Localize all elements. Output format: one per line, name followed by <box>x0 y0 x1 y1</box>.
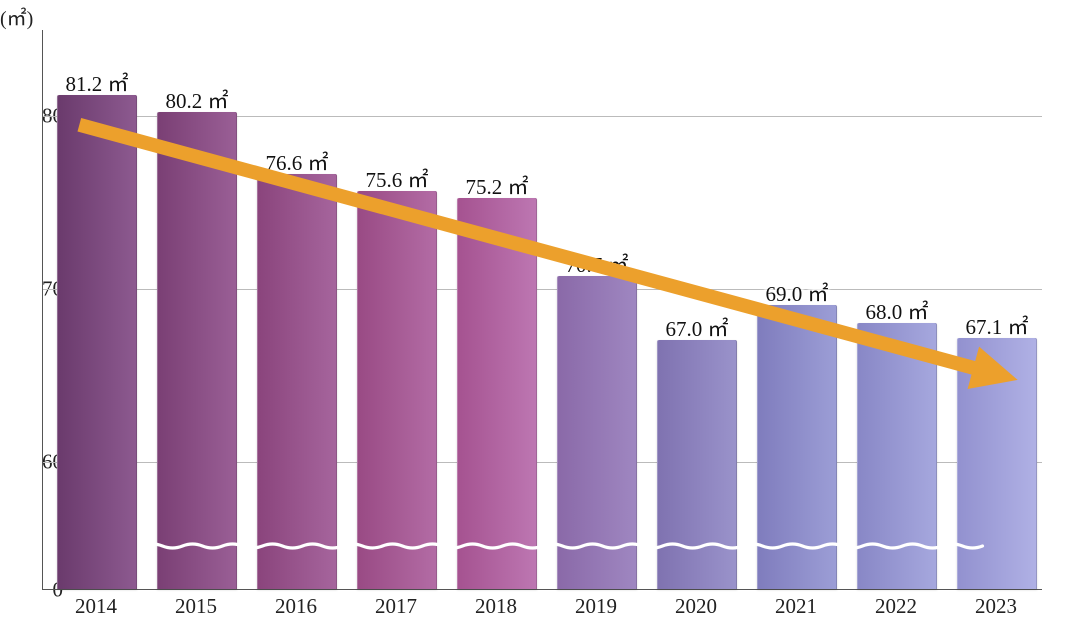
bar <box>457 198 537 589</box>
bars-container: 81.2 ㎡80.2 ㎡76.6 ㎡75.6 ㎡75.2 ㎡70.7 ㎡67.0… <box>43 30 1042 589</box>
bar-value-label: 80.2 ㎡ <box>137 85 257 115</box>
bar <box>957 338 1037 589</box>
bar <box>257 174 337 589</box>
bar <box>157 112 237 589</box>
x-tick-label: 2023 <box>956 594 1036 619</box>
x-tick-label: 2021 <box>756 594 836 619</box>
x-tick-label: 2014 <box>56 594 136 619</box>
y-axis-title: (㎡) <box>0 2 33 31</box>
bar-value-label: 75.2 ㎡ <box>437 171 557 201</box>
x-tick-label: 2017 <box>356 594 436 619</box>
x-tick-label: 2015 <box>156 594 236 619</box>
bar-value-label: 67.0 ㎡ <box>637 313 757 343</box>
area-bar-chart: (㎡) 0 60 70 80 81.2 ㎡80.2 ㎡76.6 ㎡75.6 ㎡7… <box>0 0 1067 640</box>
bar <box>57 95 137 589</box>
x-tick-label: 2019 <box>556 594 636 619</box>
bar <box>857 323 937 589</box>
bar <box>757 305 837 589</box>
bar <box>557 276 637 589</box>
bar-value-label: 70.7 ㎡ <box>537 249 657 279</box>
bar <box>357 191 437 589</box>
x-tick-label: 2016 <box>256 594 336 619</box>
bar <box>657 340 737 589</box>
x-tick-label: 2022 <box>856 594 936 619</box>
x-tick-label: 2018 <box>456 594 536 619</box>
bar-value-label: 67.1 ㎡ <box>937 311 1057 341</box>
x-tick-label: 2020 <box>656 594 736 619</box>
plot-area: 81.2 ㎡80.2 ㎡76.6 ㎡75.6 ㎡75.2 ㎡70.7 ㎡67.0… <box>42 30 1042 590</box>
